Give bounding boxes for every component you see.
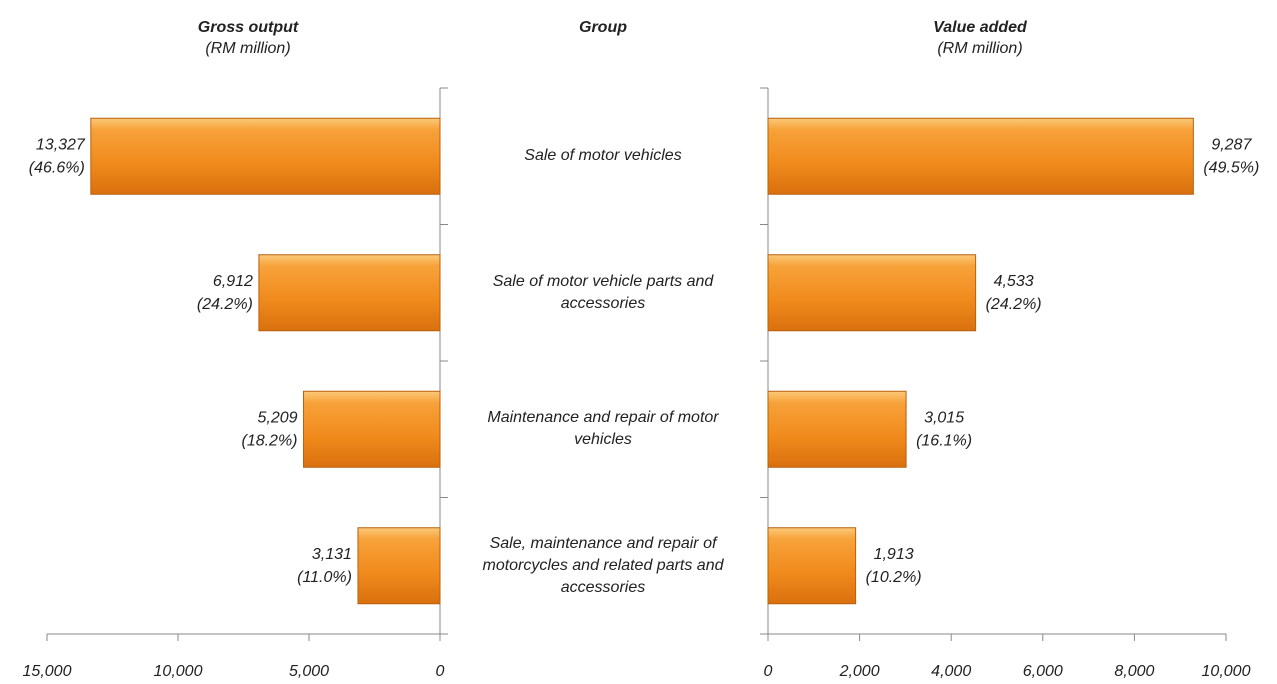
- x-tick-label: 8,000: [1114, 663, 1154, 680]
- value-label: 1,913: [874, 546, 914, 563]
- x-tick-label: 10,000: [154, 663, 203, 680]
- value-label: 13,327: [36, 136, 86, 153]
- value-label: 9,287: [1211, 136, 1252, 153]
- bar: [767, 254, 977, 332]
- share-label: (24.2%): [197, 296, 253, 313]
- x-tick-label: 5,000: [289, 663, 329, 680]
- share-label: (11.0%): [297, 569, 352, 586]
- bar: [767, 527, 857, 605]
- chart-subtitle: (RM million): [937, 40, 1022, 57]
- bar: [767, 117, 1194, 195]
- value-label: 4,533: [994, 273, 1034, 290]
- chart-title: Value added: [933, 19, 1028, 36]
- share-label: (24.2%): [986, 296, 1042, 313]
- share-label: (16.1%): [916, 432, 972, 449]
- x-tick-label: 15,000: [23, 663, 72, 680]
- share-label: (46.6%): [29, 159, 85, 176]
- x-tick-label: 0: [764, 663, 773, 680]
- category-label: Sale of motor vehicle parts and accessor…: [492, 272, 714, 312]
- x-tick-label: 2,000: [839, 663, 880, 680]
- category-label: Sale of motor vehicles: [524, 147, 682, 165]
- chart-title: Gross output: [198, 19, 299, 36]
- bar: [767, 390, 907, 468]
- x-tick-label: 4,000: [931, 663, 971, 680]
- x-tick-label: 0: [436, 663, 445, 680]
- bar: [258, 254, 441, 332]
- category-title: Group: [579, 19, 627, 36]
- share-label: (49.5%): [1203, 159, 1259, 176]
- value-label: 6,912: [213, 273, 253, 290]
- chart-subtitle: (RM million): [205, 40, 290, 57]
- value-label: 3,131: [312, 546, 352, 563]
- bar: [357, 527, 441, 605]
- bar: [303, 390, 441, 468]
- value-label: 3,015: [924, 409, 964, 426]
- category-label: Sale, maintenance and repair of motorcyc…: [482, 534, 724, 596]
- x-tick-label: 10,000: [1202, 663, 1251, 680]
- bar: [90, 117, 441, 195]
- share-label: (18.2%): [241, 432, 297, 449]
- share-label: (10.2%): [866, 569, 922, 586]
- x-tick-label: 6,000: [1023, 663, 1063, 680]
- value-label: 5,209: [257, 409, 297, 426]
- category-label: Maintenance and repair of motor vehicles: [487, 409, 719, 449]
